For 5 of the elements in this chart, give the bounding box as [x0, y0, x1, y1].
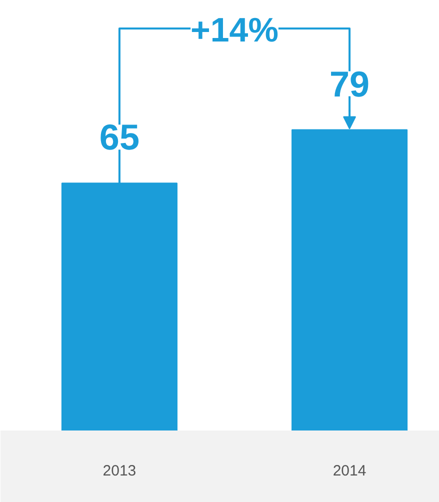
text: +14% — [190, 12, 278, 50]
x-tick-label: 2013 — [102, 462, 136, 480]
data-label: 79 — [330, 63, 370, 104]
x-tick-label: 2014 — [332, 462, 366, 480]
data-label: 65 — [99, 116, 140, 158]
